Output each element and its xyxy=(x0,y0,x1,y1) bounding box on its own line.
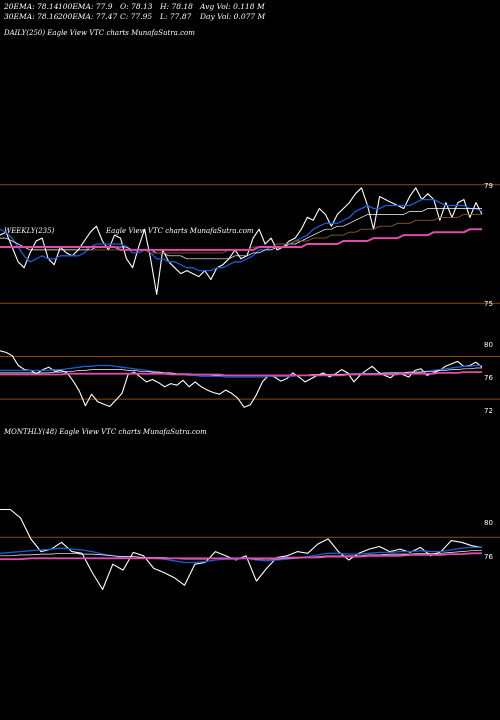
stat-avg-vol: Avg Vol: 0.118 M xyxy=(200,2,265,11)
monthly-panel-label: MONTHLY(48) Eagle View VTC charts Munafa… xyxy=(4,428,207,436)
daily-panel-label: DAILY(250) Eagle View VTC charts MunafaS… xyxy=(4,29,195,37)
monthly-y-tick-1: 76 xyxy=(484,553,493,561)
daily-series-1 xyxy=(0,198,483,272)
weekly-y-tick-2: 72 xyxy=(484,407,493,415)
daily-y-tick-1: 75 xyxy=(484,300,493,308)
stat-20ema: 20EMA: 78.14 xyxy=(4,2,59,11)
daily-series-2 xyxy=(0,208,482,260)
weekly-panel-label: WEEKLY(235) xyxy=(4,227,55,235)
stat-200ema: 200EMA: 77.47 xyxy=(58,12,118,21)
weekly-series-3 xyxy=(0,371,482,377)
weekly-watermark: Eagle View VTC charts MunafaSutra.com xyxy=(106,227,254,235)
weekly-y-tick-0: 80 xyxy=(484,341,493,349)
monthly-series-3 xyxy=(0,552,482,561)
daily-y-tick-0: 79 xyxy=(484,182,493,190)
daily-series-0 xyxy=(0,187,483,295)
weekly-y-tick-1: 76 xyxy=(484,374,493,382)
stat-low: L: 77.87 xyxy=(160,12,192,21)
stat-day-vol: Day Vol: 0.077 M xyxy=(200,12,266,21)
stat-close: C: 77.95 xyxy=(120,12,153,21)
stat-high: H: 78.18 xyxy=(160,2,193,11)
daily-series-4 xyxy=(0,228,482,251)
monthly-y-tick-0: 80 xyxy=(484,519,493,527)
stat-100ema: 100EMA: 77.9 xyxy=(58,2,113,11)
stat-open: O: 78.13 xyxy=(120,2,153,11)
stat-30ema: 30EMA: 78.16 xyxy=(4,12,59,21)
